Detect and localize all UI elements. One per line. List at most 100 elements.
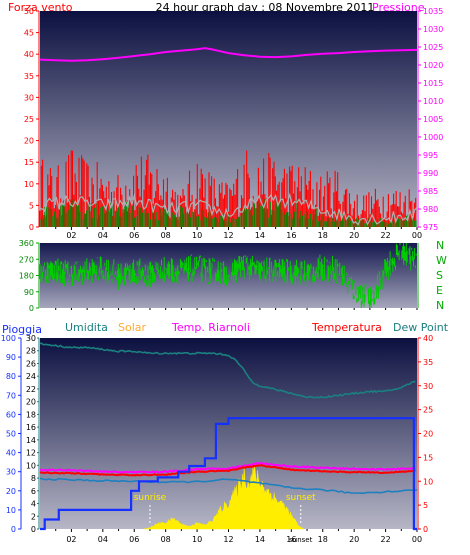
time-tick-label: 06 (129, 535, 139, 544)
pressure-tick-label: 1010 (423, 97, 443, 106)
rain-temperature-chart: 0102030405060708090100024681012141618202… (1, 334, 433, 544)
legend-humidity: Umidita (65, 321, 108, 334)
humidity-tick-label: 12 (26, 449, 36, 458)
compass-label: N (436, 299, 444, 312)
pressure-tick-label: 985 (423, 187, 438, 196)
humidity-tick-label: 2 (31, 512, 36, 521)
rain-tick-label: 80 (6, 372, 16, 381)
temperature-tick-label: 15 (423, 453, 433, 462)
rain-line (40, 417, 417, 531)
wind-axis-title: Forza vento (8, 1, 73, 14)
humidity-tick-label: 10 (26, 461, 36, 470)
legend: Pioggia Umidita Solar Temp. Riarnoli Tem… (2, 321, 449, 336)
humidity-tick-label: 16 (26, 423, 36, 432)
time-tick-label: 06 (129, 231, 139, 240)
rain-tick-label: 0 (11, 525, 16, 534)
time-tick-label: 08 (161, 535, 171, 544)
pressure-tick-label: 1035 (423, 7, 443, 16)
wind-tick-label: 5 (29, 201, 34, 210)
time-tick-label: 02 (66, 231, 76, 240)
wind-tick-label: 35 (24, 72, 34, 81)
dew-point-line (39, 477, 418, 495)
humidity-tick-label: 24 (26, 372, 36, 381)
direction-tick-label: 90 (24, 288, 34, 297)
wind-tick-label: 40 (24, 50, 34, 59)
pressure-tick-label: 995 (423, 151, 438, 160)
temperature-tick-label: 25 (423, 406, 433, 415)
pressure-tick-label: 975 (423, 223, 438, 232)
time-tick-label: 00 (412, 535, 422, 544)
time-tick-label: 20 (349, 231, 359, 240)
compass-label: E (436, 284, 443, 297)
direction-tick-label: 270 (19, 255, 34, 264)
direction-tick-label: 360 (19, 239, 34, 248)
direction-tick-label: 0 (29, 304, 34, 313)
humidity-tick-label: 18 (26, 410, 36, 419)
sun-event-label: sunrise (134, 493, 167, 503)
pressure-tick-label: 1030 (423, 25, 443, 34)
legend-solar: Solar (118, 321, 147, 334)
time-tick-label: 22 (380, 535, 390, 544)
legend-temperature: Temperatura (311, 321, 382, 334)
time-tick-label: 04 (98, 535, 108, 544)
temperature-tick-label: 40 (423, 334, 433, 343)
pressure-tick-label: 1000 (423, 133, 443, 142)
temperature-tick-label: 0 (423, 525, 428, 534)
pressure-tick-label: 980 (423, 205, 438, 214)
humidity-tick-label: 4 (31, 500, 36, 509)
temperature-tick-label: 20 (423, 430, 433, 439)
wind-pressure-chart: 0510152025303540455097598098599099510001… (24, 7, 444, 240)
pressure-tick-label: 990 (423, 169, 438, 178)
humidity-tick-label: 30 (26, 334, 36, 343)
rain-tick-label: 20 (6, 487, 16, 496)
pressure-line (39, 47, 418, 62)
time-tick-label: 12 (223, 535, 233, 544)
time-tick-label: 16 (286, 535, 296, 544)
wind-tick-label: 15 (24, 158, 34, 167)
panel-wind-pressure (40, 11, 417, 227)
wind-tick-label: 10 (24, 180, 34, 189)
humidity-tick-label: 26 (26, 359, 36, 368)
time-tick-label: 10 (192, 535, 202, 544)
wind-average-line (39, 192, 418, 226)
wind-tick-label: 25 (24, 115, 34, 124)
sunset-axis-label: sunset (289, 536, 312, 544)
time-tick-label: 14 (255, 231, 265, 240)
temperature-tick-label: 5 (423, 501, 428, 510)
time-tick-label: 16 (286, 231, 296, 240)
pressure-tick-label: 1025 (423, 43, 443, 52)
time-tick-label: 18 (318, 535, 328, 544)
pressure-tick-label: 1015 (423, 79, 443, 88)
time-tick-label: 14 (255, 535, 265, 544)
humidity-tick-label: 14 (26, 436, 36, 445)
wind-tick-label: 20 (24, 137, 34, 146)
panel-rain-temperature (40, 338, 417, 529)
wind-tick-label: 45 (24, 29, 34, 38)
humidity-tick-label: 20 (26, 398, 36, 407)
humidity-tick-label: 0 (31, 525, 36, 534)
indoor-temperature-line (39, 461, 416, 474)
compass-label: S (436, 269, 443, 282)
time-tick-label: 22 (380, 231, 390, 240)
rain-tick-label: 50 (6, 430, 16, 439)
compass-label: N (436, 239, 444, 252)
time-tick-label: 04 (98, 231, 108, 240)
rain-tick-label: 90 (6, 353, 16, 362)
rain-tick-label: 30 (6, 468, 16, 477)
time-tick-label: 08 (161, 231, 171, 240)
rain-tick-label: 10 (6, 506, 16, 515)
wind-tick-label: 50 (24, 7, 34, 16)
wind-tick-label: 0 (29, 223, 34, 232)
rain-tick-label: 70 (6, 391, 16, 400)
humidity-line (39, 342, 416, 399)
solar-area (143, 463, 305, 530)
sun-event-label: sunset (286, 493, 316, 503)
pressure-tick-label: 1020 (423, 61, 443, 70)
direction-tick-label: 180 (19, 272, 34, 281)
temperature-line (39, 464, 416, 477)
chart-title: 24 hour graph day : 08 Novembre 2011 (156, 1, 375, 14)
temperature-tick-label: 30 (423, 382, 433, 391)
compass-label: W (436, 254, 447, 267)
